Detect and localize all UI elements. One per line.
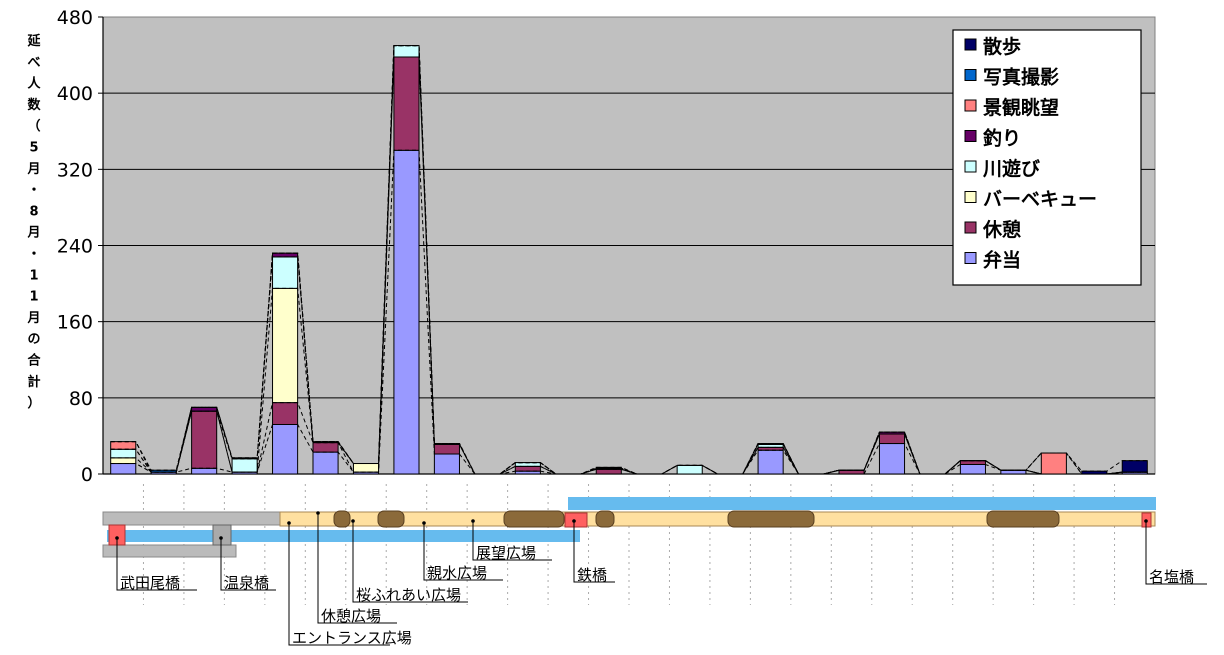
bar-segment	[1040, 452, 1067, 475]
bar-segment	[514, 462, 541, 467]
bar-segment	[231, 458, 258, 473]
tunnel	[377, 510, 405, 528]
y-tick-label: 480	[57, 7, 93, 29]
legend-swatch	[964, 130, 977, 142]
location-label: 休憩広場	[321, 607, 381, 625]
location-leader-line	[352, 521, 468, 603]
bar-segment	[312, 451, 339, 475]
bar-segment	[272, 402, 299, 425]
bar-segment	[352, 463, 380, 473]
legend-label: 景観眺望	[983, 96, 1059, 119]
location-label: 桜ふれあい広場	[356, 586, 461, 604]
y-tick-label: 320	[57, 159, 93, 181]
legend-label: 川遊び	[982, 157, 1040, 180]
y-tick-label: 240	[57, 236, 93, 258]
bar-segment	[959, 463, 986, 475]
legend-label: 散歩	[983, 35, 1021, 58]
river-right	[568, 497, 1156, 510]
bar-segment	[110, 441, 137, 450]
legend-swatch	[964, 160, 977, 173]
series-connector-line	[110, 149, 1148, 475]
legend-swatch	[964, 38, 977, 51]
y-tick-label: 0	[81, 464, 93, 486]
bar-segment	[433, 443, 460, 455]
bar-segment	[676, 464, 703, 475]
bar-segment	[110, 463, 137, 475]
legend-box	[952, 29, 1142, 286]
y-tick-label: 160	[57, 312, 93, 334]
bar-segment	[1121, 460, 1148, 473]
tunnel	[503, 510, 565, 528]
bar-segment	[433, 453, 460, 475]
legend-label: 釣り	[983, 127, 1021, 150]
tunnel	[595, 510, 615, 528]
bar-segment	[878, 433, 906, 445]
legend-label: 休憩	[982, 218, 1021, 241]
bar-segment	[393, 56, 420, 151]
bar-segment	[191, 467, 218, 475]
series-connector-line	[110, 45, 1148, 475]
location-leader-line	[423, 523, 503, 581]
bar-segment	[110, 457, 137, 465]
bridge-marker	[212, 524, 232, 546]
bar-segment	[393, 45, 420, 58]
legend-swatch	[964, 99, 977, 112]
bar-segment	[595, 468, 622, 475]
y-axis-label: 延べ人数（ 5 月・ 8 月・ 1 1 月の合計）	[26, 33, 41, 411]
bar-segment	[959, 460, 986, 465]
y-tick-label: 80	[69, 388, 93, 410]
bar-segment	[272, 423, 299, 475]
location-leader-line	[1145, 521, 1207, 585]
location-label: 鉄橋	[577, 566, 607, 584]
location-leader-line	[317, 513, 397, 624]
location-label: 名塩橋	[1149, 568, 1194, 586]
location-leader-line	[288, 523, 390, 646]
road-upper	[102, 511, 282, 526]
tunnel	[727, 510, 815, 528]
legend-swatch	[964, 191, 977, 203]
bar-segment	[514, 465, 541, 472]
legend-swatch	[964, 252, 977, 264]
legend-swatch	[964, 221, 977, 234]
walking-path	[279, 511, 1156, 527]
road-lower	[102, 544, 237, 558]
bar-segment	[757, 449, 784, 475]
legend-label: 弁当	[983, 249, 1021, 272]
tunnel	[986, 510, 1060, 528]
river-left	[107, 530, 580, 542]
tunnel	[333, 510, 351, 528]
location-leader-line	[116, 538, 197, 591]
y-tick-label: 400	[57, 83, 93, 105]
bar-segment	[272, 252, 299, 258]
bar-segment	[312, 442, 339, 453]
location-label: 温泉橋	[224, 574, 269, 592]
bar-segment	[838, 469, 865, 475]
bar-segment	[878, 443, 906, 475]
location-label: 親水広場	[427, 564, 487, 582]
bridge-marker	[564, 512, 588, 528]
location-label: 武田尾橋	[120, 574, 180, 592]
location-leader-line	[220, 538, 276, 591]
location-label: エントランス広場	[292, 629, 412, 647]
bar-segment	[272, 256, 299, 289]
legend-label: 写真撮影	[983, 66, 1059, 89]
location-leader-line	[472, 521, 552, 561]
bar-segment	[393, 149, 420, 475]
bar-segment	[110, 448, 137, 459]
bar-segment	[191, 410, 218, 469]
bar-segment	[1000, 469, 1027, 475]
legend-swatch	[964, 69, 977, 81]
bar-segment	[191, 406, 218, 412]
legend-label: バーベキュー	[983, 189, 1097, 211]
location-leader-line	[573, 521, 615, 583]
location-label: 展望広場	[476, 544, 536, 562]
bar-segment	[272, 287, 299, 404]
